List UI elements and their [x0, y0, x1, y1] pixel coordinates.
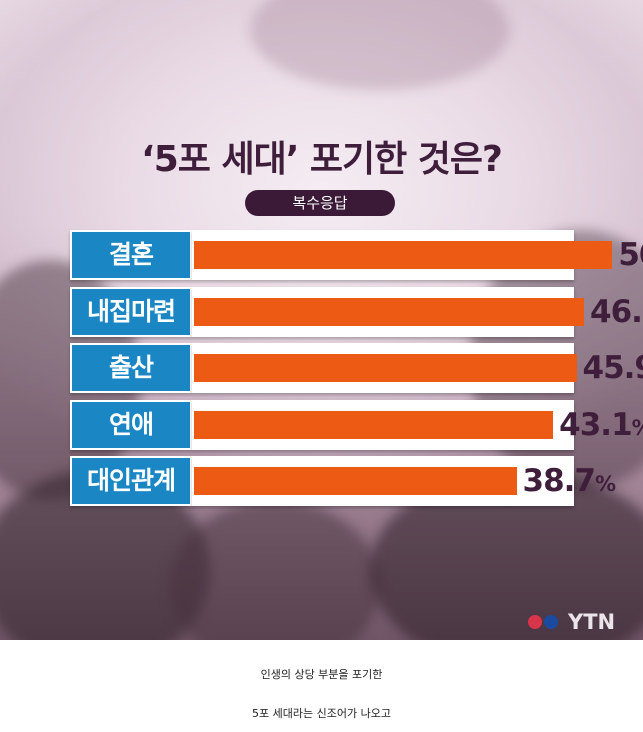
bar	[194, 410, 554, 439]
bar-panel: 38.7%	[192, 456, 616, 506]
data-label: 45.9%	[583, 343, 643, 393]
bar-row: 출산 45.9%	[70, 343, 643, 393]
data-label: 43.1%	[559, 400, 643, 450]
data-label: 38.7%	[522, 456, 617, 506]
bar	[194, 297, 584, 326]
data-label: 50.2%	[618, 230, 643, 280]
logo-dot-blue	[544, 615, 558, 629]
infographic: ‘5포 세대’ 포기한 것은? 복수응답 결혼 50.2% 내집마련 46.8% 출산 4…	[0, 0, 643, 640]
crowd-background	[250, 0, 510, 90]
data-label-value: 45.9	[582, 350, 643, 386]
bar-panel: 43.1%	[192, 399, 643, 450]
logo-text: YTN	[568, 610, 616, 634]
logo-dot-red	[528, 615, 542, 629]
data-label-value: 46.8	[590, 293, 643, 330]
bar-row: 내집마련 46.8%	[70, 286, 643, 337]
category-label: 대인관계	[70, 456, 192, 506]
bar	[194, 241, 613, 269]
caption-line-2: 5포 세대라는 신조어가 나오고	[252, 707, 391, 720]
bar-row: 대인관계 38.7%	[70, 456, 616, 506]
multiple-answer-badge: 복수응답	[245, 190, 395, 216]
bar-panel: 45.9%	[192, 343, 643, 393]
caption-line-1: 인생의 상당 부분을 포기한	[260, 668, 383, 681]
data-label-value: 38.7	[522, 463, 596, 499]
data-label-value: 50.2	[618, 237, 643, 273]
bar-panel: 50.2%	[192, 230, 643, 280]
bar	[194, 467, 517, 495]
bar-row: 결혼 50.2%	[70, 230, 643, 280]
data-label-unit: %	[595, 472, 616, 496]
chart-title: ‘5포 세대’ 포기한 것은?	[141, 139, 503, 180]
bar-panel: 46.8%	[192, 286, 643, 337]
data-label: 46.8%	[590, 287, 643, 337]
category-label: 연애	[70, 399, 192, 450]
data-label-value: 43.1	[559, 406, 632, 443]
data-label-unit: %	[632, 416, 643, 440]
category-label: 출산	[70, 343, 192, 393]
crowd-background	[170, 500, 380, 640]
bar-row: 연애 43.1%	[70, 399, 643, 450]
category-label: 결혼	[70, 230, 192, 280]
bar	[194, 354, 577, 382]
category-label: 내집마련	[70, 286, 192, 337]
